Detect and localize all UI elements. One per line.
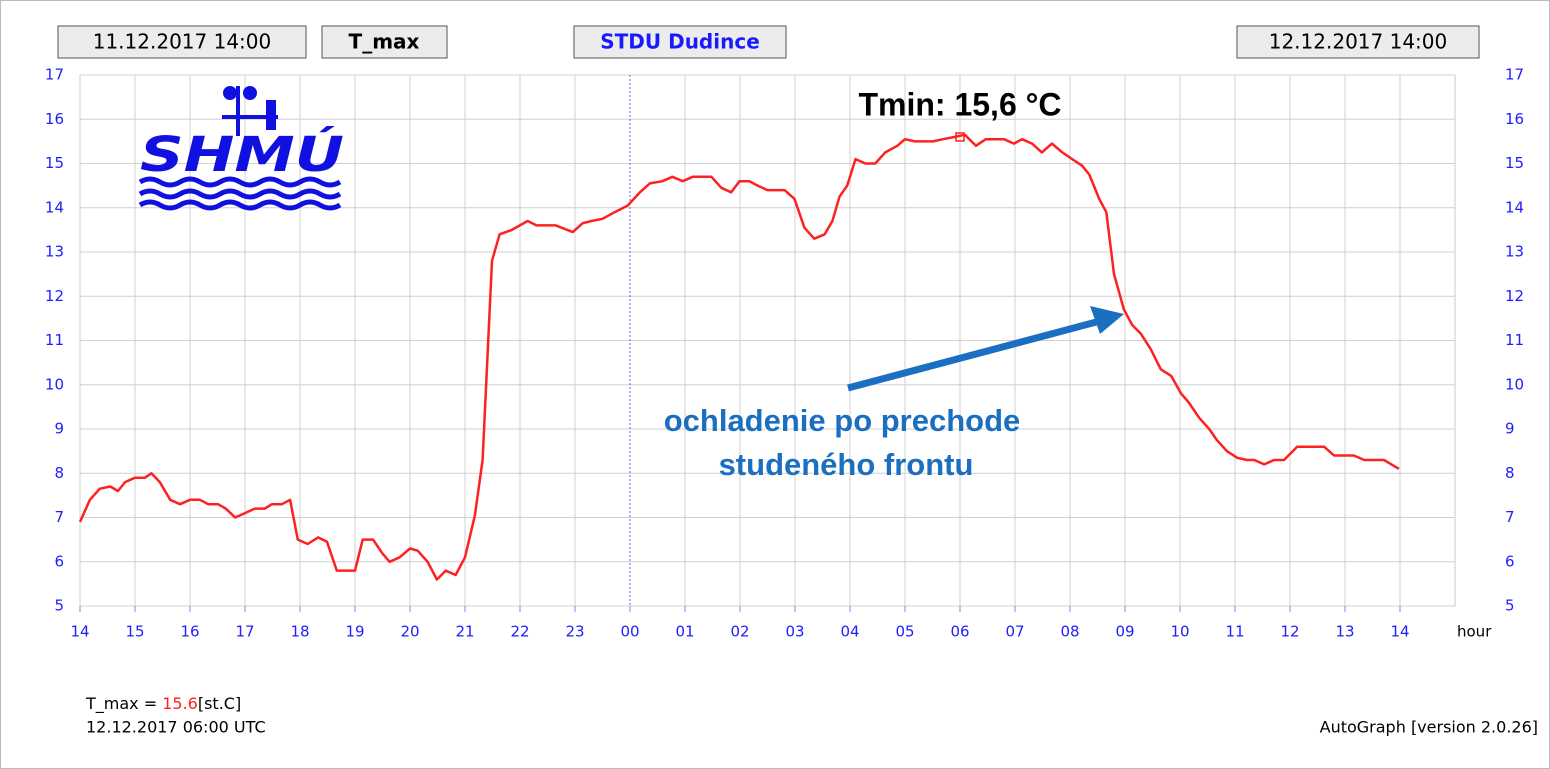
x-tick-label: 01 <box>675 623 694 641</box>
logo-cup <box>223 86 237 100</box>
y-tick-label: 9 <box>54 420 64 438</box>
logo: SHMÚ <box>138 86 344 211</box>
tmin-marker <box>955 132 965 142</box>
x-tick-label: 02 <box>730 623 749 641</box>
data-line <box>78 133 1400 581</box>
y2-tick-label: 11 <box>1505 331 1524 349</box>
station: STDU Dudince <box>600 30 760 54</box>
header-box <box>57 25 307 59</box>
x-tick-label: 10 <box>1170 623 1189 641</box>
y-tick-label: 14 <box>45 198 64 216</box>
x-tick-label: 07 <box>1005 623 1024 641</box>
x-axis-label: hour <box>1457 623 1492 641</box>
logo-vane <box>266 100 276 130</box>
x-tick-label: 00 <box>620 623 639 641</box>
x-tick-label: 19 <box>345 623 364 641</box>
end-time: 12.12.2017 14:00 <box>1269 30 1448 54</box>
y2-tick-label: 15 <box>1505 154 1524 172</box>
x-tick-label: 22 <box>510 623 529 641</box>
header-box <box>1236 25 1480 59</box>
x-tick-label: 15 <box>125 623 144 641</box>
x-tick-label: 14 <box>1390 623 1409 641</box>
logo-mast <box>236 86 240 136</box>
y-tick-label: 13 <box>45 243 64 261</box>
logo-waves <box>138 176 342 211</box>
logo-cup <box>243 86 257 100</box>
start-time: 11.12.2017 14:00 <box>93 30 272 54</box>
y2-tick-label: 6 <box>1505 552 1515 570</box>
y2-tick-label: 13 <box>1505 243 1524 261</box>
footer-label-name: T_max = <box>85 694 157 714</box>
footer-unit: [st.C] <box>198 694 241 713</box>
plot-area <box>79 74 1456 607</box>
arrow-head <box>1090 306 1124 334</box>
arrow <box>847 317 1101 392</box>
y-tick-label: 15 <box>45 154 64 172</box>
x-tick-label: 13 <box>1335 623 1354 641</box>
y-tick-label: 7 <box>54 508 64 526</box>
y2-tick-label: 14 <box>1505 198 1524 216</box>
y-tick-label: 17 <box>45 66 64 84</box>
x-tick-label: 23 <box>565 623 584 641</box>
logo-vane <box>222 115 278 119</box>
variable: T_max <box>349 30 420 54</box>
x-tick-label: 08 <box>1060 623 1079 641</box>
x-tick-label: 12 <box>1280 623 1299 641</box>
y-tick-label: 6 <box>54 552 64 570</box>
y2-tick-label: 10 <box>1505 375 1524 393</box>
y-tick-label: 16 <box>45 110 64 128</box>
y2-tick-label: 5 <box>1505 597 1515 615</box>
x-tick-label: 16 <box>180 623 199 641</box>
y-tick-label: 10 <box>45 375 64 393</box>
footer-label: T_max = 15.6[st.C] <box>85 694 241 714</box>
x-tick-label: 20 <box>400 623 419 641</box>
annotation: studeného frontu <box>719 447 974 482</box>
x-tick-label: 06 <box>950 623 969 641</box>
footer-value: 15.6 <box>162 694 198 713</box>
y-tick-label: 11 <box>45 331 64 349</box>
tmin-label: Tmin: 15,6 °C <box>858 86 1061 122</box>
software: AutoGraph [version 2.0.26] <box>1320 718 1538 737</box>
y2-tick-label: 7 <box>1505 508 1515 526</box>
x-tick-label: 14 <box>70 623 89 641</box>
x-tick-label: 04 <box>840 623 859 641</box>
logo-text: SHMÚ <box>140 126 344 183</box>
x-tick-label: 05 <box>895 623 914 641</box>
y2-tick-label: 8 <box>1505 464 1515 482</box>
header-box <box>321 25 448 59</box>
x-tick-label: 17 <box>235 623 254 641</box>
x-tick-label: 21 <box>455 623 474 641</box>
y-tick-label: 5 <box>54 597 64 615</box>
x-tick-label: 11 <box>1225 623 1244 641</box>
x-tick-label: 18 <box>290 623 309 641</box>
y-tick-label: 12 <box>45 287 64 305</box>
x-tick-label: 09 <box>1115 623 1134 641</box>
y-tick-label: 8 <box>54 464 64 482</box>
annotation: ochladenie po prechode <box>664 403 1021 438</box>
y2-tick-label: 17 <box>1505 66 1524 84</box>
y2-tick-label: 12 <box>1505 287 1524 305</box>
footer-time: 12.12.2017 06:00 UTC <box>86 718 266 737</box>
x-tick-label: 03 <box>785 623 804 641</box>
y2-tick-label: 16 <box>1505 110 1524 128</box>
header-box <box>573 25 787 59</box>
y2-tick-label: 9 <box>1505 420 1515 438</box>
